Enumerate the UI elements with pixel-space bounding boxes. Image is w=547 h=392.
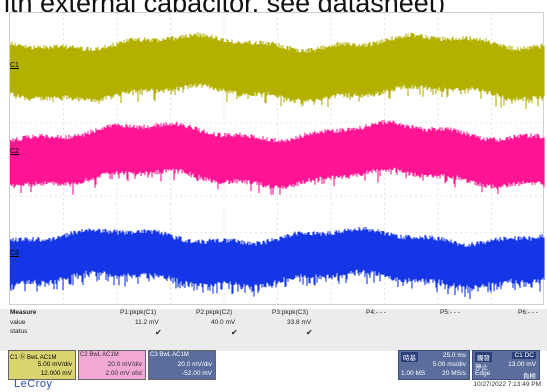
measure-title: Measure — [10, 309, 37, 316]
channel-box-tag: C2 BwL AC1M — [80, 352, 119, 358]
timebase-samples: 1.00 MS — [401, 370, 426, 377]
trigger-box[interactable]: 觸發 C1 DC 停止 13.00 mV Edge 負極 — [472, 350, 540, 380]
param-name-p2[interactable]: P2:pkpk(C2) — [196, 309, 233, 316]
param-name-p3[interactable]: P3:pkpk(C3) — [272, 309, 309, 316]
channel-scale: 5.00 mV/div — [37, 361, 72, 368]
channel-marker-c2: C2 — [10, 148, 19, 155]
channel-marker-c1: C1 — [10, 62, 19, 69]
param-name-p5[interactable]: P5:- - - — [440, 309, 460, 316]
channel-marker-c3: C3 — [10, 250, 19, 257]
waveform-c3 — [10, 226, 545, 300]
param-name-p1[interactable]: P1:pkpk(C1) — [120, 309, 157, 316]
channel-box-c3[interactable]: C3 BwL AC1M 20.0 mV/div -52.00 mV — [148, 350, 216, 380]
waveform-c2 — [10, 120, 545, 195]
channel-scale: 20.0 mV/div — [177, 361, 212, 368]
timebase-tdiv: 25.0 ms — [442, 352, 466, 359]
trigger-slope: 負極 — [523, 373, 536, 380]
timebase-rate: 20 MS/s — [442, 370, 466, 377]
trigger-level: 13.00 mV — [508, 361, 536, 368]
scope-grid[interactable] — [9, 12, 545, 306]
channel-offset: 12.000 mV — [40, 370, 72, 377]
trigger-header: 觸發 — [475, 352, 492, 362]
trigger-mode: 停止 — [475, 364, 488, 371]
lecroy-logo: LeCroy — [14, 378, 53, 390]
measure-panel: Measure P1:pkpk(C1) P2:pkpk(C2) P3:pkpk(… — [0, 309, 547, 351]
value-row-label: value — [10, 319, 26, 326]
channel-box-c2[interactable]: C2 BwL AC1M 20.0 mV/div 2.00 mV ofst — [78, 350, 146, 380]
timebase-sdiv: 5.00 ms/div — [432, 361, 466, 368]
param-name-p6[interactable]: P6:- - - — [518, 309, 538, 316]
waveform-display — [10, 13, 545, 306]
status-row-label: status — [10, 328, 28, 335]
channel-box-tag: C1 ⓑ BwL AC1M — [10, 355, 57, 361]
channel-box-tag: C3 BwL AC1M — [150, 352, 189, 358]
channel-box-c1[interactable]: C1 ⓑ BwL AC1M 5.00 mV/div 12.000 mV — [8, 350, 76, 380]
param-value-p3: 33.8 mV — [287, 319, 312, 326]
waveform-c1 — [10, 32, 545, 110]
trigger-type: Edge — [475, 370, 491, 377]
channel-scale: 20.0 mV/div — [107, 361, 142, 368]
status-check-icon: ✔ — [231, 328, 238, 337]
channel-offset: 2.00 mV ofst — [105, 370, 143, 377]
param-value-p1: 11.2 mV — [135, 319, 159, 326]
trigger-channel: C1 DC — [512, 352, 536, 359]
timebase-box[interactable]: 時基 25.0 ms 5.00 ms/div 1.00 MS 20 MS/s — [398, 350, 470, 380]
param-value-p2: 40.0 mV — [211, 319, 236, 326]
channel-offset: -52.00 mV — [182, 370, 212, 377]
timestamp: 10/27/2022 7:13:49 PM — [473, 381, 541, 388]
timebase-header: 時基 — [401, 352, 418, 362]
status-check-icon: ✔ — [306, 328, 313, 337]
status-check-icon: ✔ — [155, 328, 162, 337]
param-name-p4[interactable]: P4:- - - — [366, 309, 386, 316]
